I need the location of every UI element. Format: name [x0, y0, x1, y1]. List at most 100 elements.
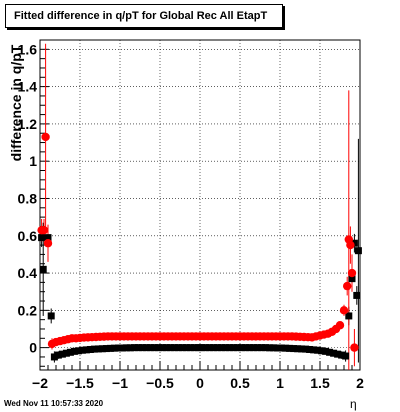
data-point — [339, 306, 349, 315]
data-point — [314, 346, 322, 354]
data-point — [162, 344, 170, 352]
data-point — [334, 350, 342, 358]
data-point — [170, 344, 178, 352]
data-point — [114, 344, 122, 352]
data-point — [347, 268, 357, 278]
data-point — [47, 312, 55, 320]
data-point — [335, 321, 345, 330]
data-point — [44, 234, 52, 242]
y-tick-label: 0.6 — [18, 228, 38, 244]
data-point — [94, 345, 102, 353]
data-point — [274, 344, 282, 352]
x-tick-label: −0.5 — [146, 375, 174, 391]
data-point — [354, 247, 362, 255]
data-points — [37, 132, 362, 361]
data-point — [282, 344, 290, 352]
y-axis-label: difference in q/pT — [8, 44, 24, 162]
data-point — [82, 346, 90, 354]
x-tick-label: 1.5 — [310, 375, 330, 391]
y-tick-label: 1.6 — [18, 41, 38, 57]
data-point — [302, 345, 310, 353]
data-point — [66, 348, 74, 356]
x-tick-label: −1.5 — [66, 375, 94, 391]
data-point — [242, 344, 250, 352]
data-point — [218, 344, 226, 352]
y-tick-label: 1.2 — [18, 116, 38, 132]
data-point — [50, 353, 58, 361]
data-point — [345, 312, 353, 320]
data-point — [254, 344, 262, 352]
data-point — [250, 344, 258, 352]
data-point — [306, 345, 314, 353]
data-point — [186, 344, 194, 352]
y-tick-label: 0.8 — [18, 190, 38, 206]
data-point — [343, 281, 352, 291]
data-point — [353, 291, 361, 299]
data-point — [138, 344, 146, 352]
footer-timestamp: Wed Nov 11 10:57:33 2020 — [4, 399, 104, 408]
data-point — [338, 351, 346, 359]
data-point — [190, 344, 198, 352]
data-point — [326, 348, 334, 356]
data-point — [86, 345, 94, 353]
chart-title: Fitted difference in q/pT for Global Rec… — [5, 4, 283, 28]
data-point — [238, 344, 246, 352]
data-point — [102, 345, 110, 353]
data-point — [226, 344, 234, 352]
data-point — [154, 344, 162, 352]
x-axis-label: η — [350, 397, 357, 411]
data-point — [118, 344, 126, 352]
data-point — [258, 344, 266, 352]
data-point — [210, 344, 218, 352]
data-point — [278, 344, 286, 352]
x-tick-label: 1 — [276, 375, 284, 391]
y-tick-label: 0 — [29, 340, 37, 356]
data-point — [310, 346, 318, 354]
data-point — [158, 344, 166, 352]
tick-labels: −2 −1.5 −1 −0.5 0 0.5 1 1.5 2 0 0.2 0.4 0.6 0.8 1 1.2 1.… — [18, 41, 365, 391]
data-point — [39, 225, 49, 235]
data-point — [122, 344, 130, 352]
x-tick-label: −2 — [32, 375, 48, 391]
data-point — [318, 347, 326, 355]
data-point — [41, 132, 50, 142]
data-point — [246, 344, 254, 352]
y-tick-label: 1.4 — [18, 79, 38, 95]
data-point — [262, 344, 270, 352]
grid — [40, 40, 360, 370]
data-point — [330, 349, 338, 357]
data-point — [270, 344, 278, 352]
data-point — [43, 239, 53, 248]
data-point — [39, 265, 47, 273]
data-point — [70, 347, 78, 355]
data-point — [348, 275, 356, 283]
data-point — [38, 234, 46, 242]
data-point — [182, 344, 190, 352]
data-point — [266, 344, 274, 352]
data-point — [222, 344, 230, 352]
data-point — [286, 344, 294, 352]
data-point — [54, 351, 62, 359]
data-point — [62, 349, 70, 357]
data-point — [134, 344, 142, 352]
axis-ticks — [39, 48, 361, 370]
data-point — [346, 240, 355, 250]
data-point — [174, 344, 182, 352]
data-point — [230, 344, 238, 352]
data-point — [178, 344, 186, 352]
data-point — [206, 344, 214, 352]
data-point — [58, 350, 66, 358]
data-point — [350, 239, 358, 247]
x-tick-label: 0.5 — [230, 375, 250, 391]
data-point — [166, 344, 174, 352]
data-point — [198, 344, 206, 352]
x-tick-label: 0 — [196, 375, 204, 391]
data-point — [290, 345, 298, 353]
data-point — [78, 346, 86, 354]
data-point — [142, 344, 150, 352]
y-tick-label: 0.2 — [18, 302, 38, 318]
data-point — [298, 345, 306, 353]
data-point — [322, 347, 330, 355]
data-point — [214, 344, 222, 352]
